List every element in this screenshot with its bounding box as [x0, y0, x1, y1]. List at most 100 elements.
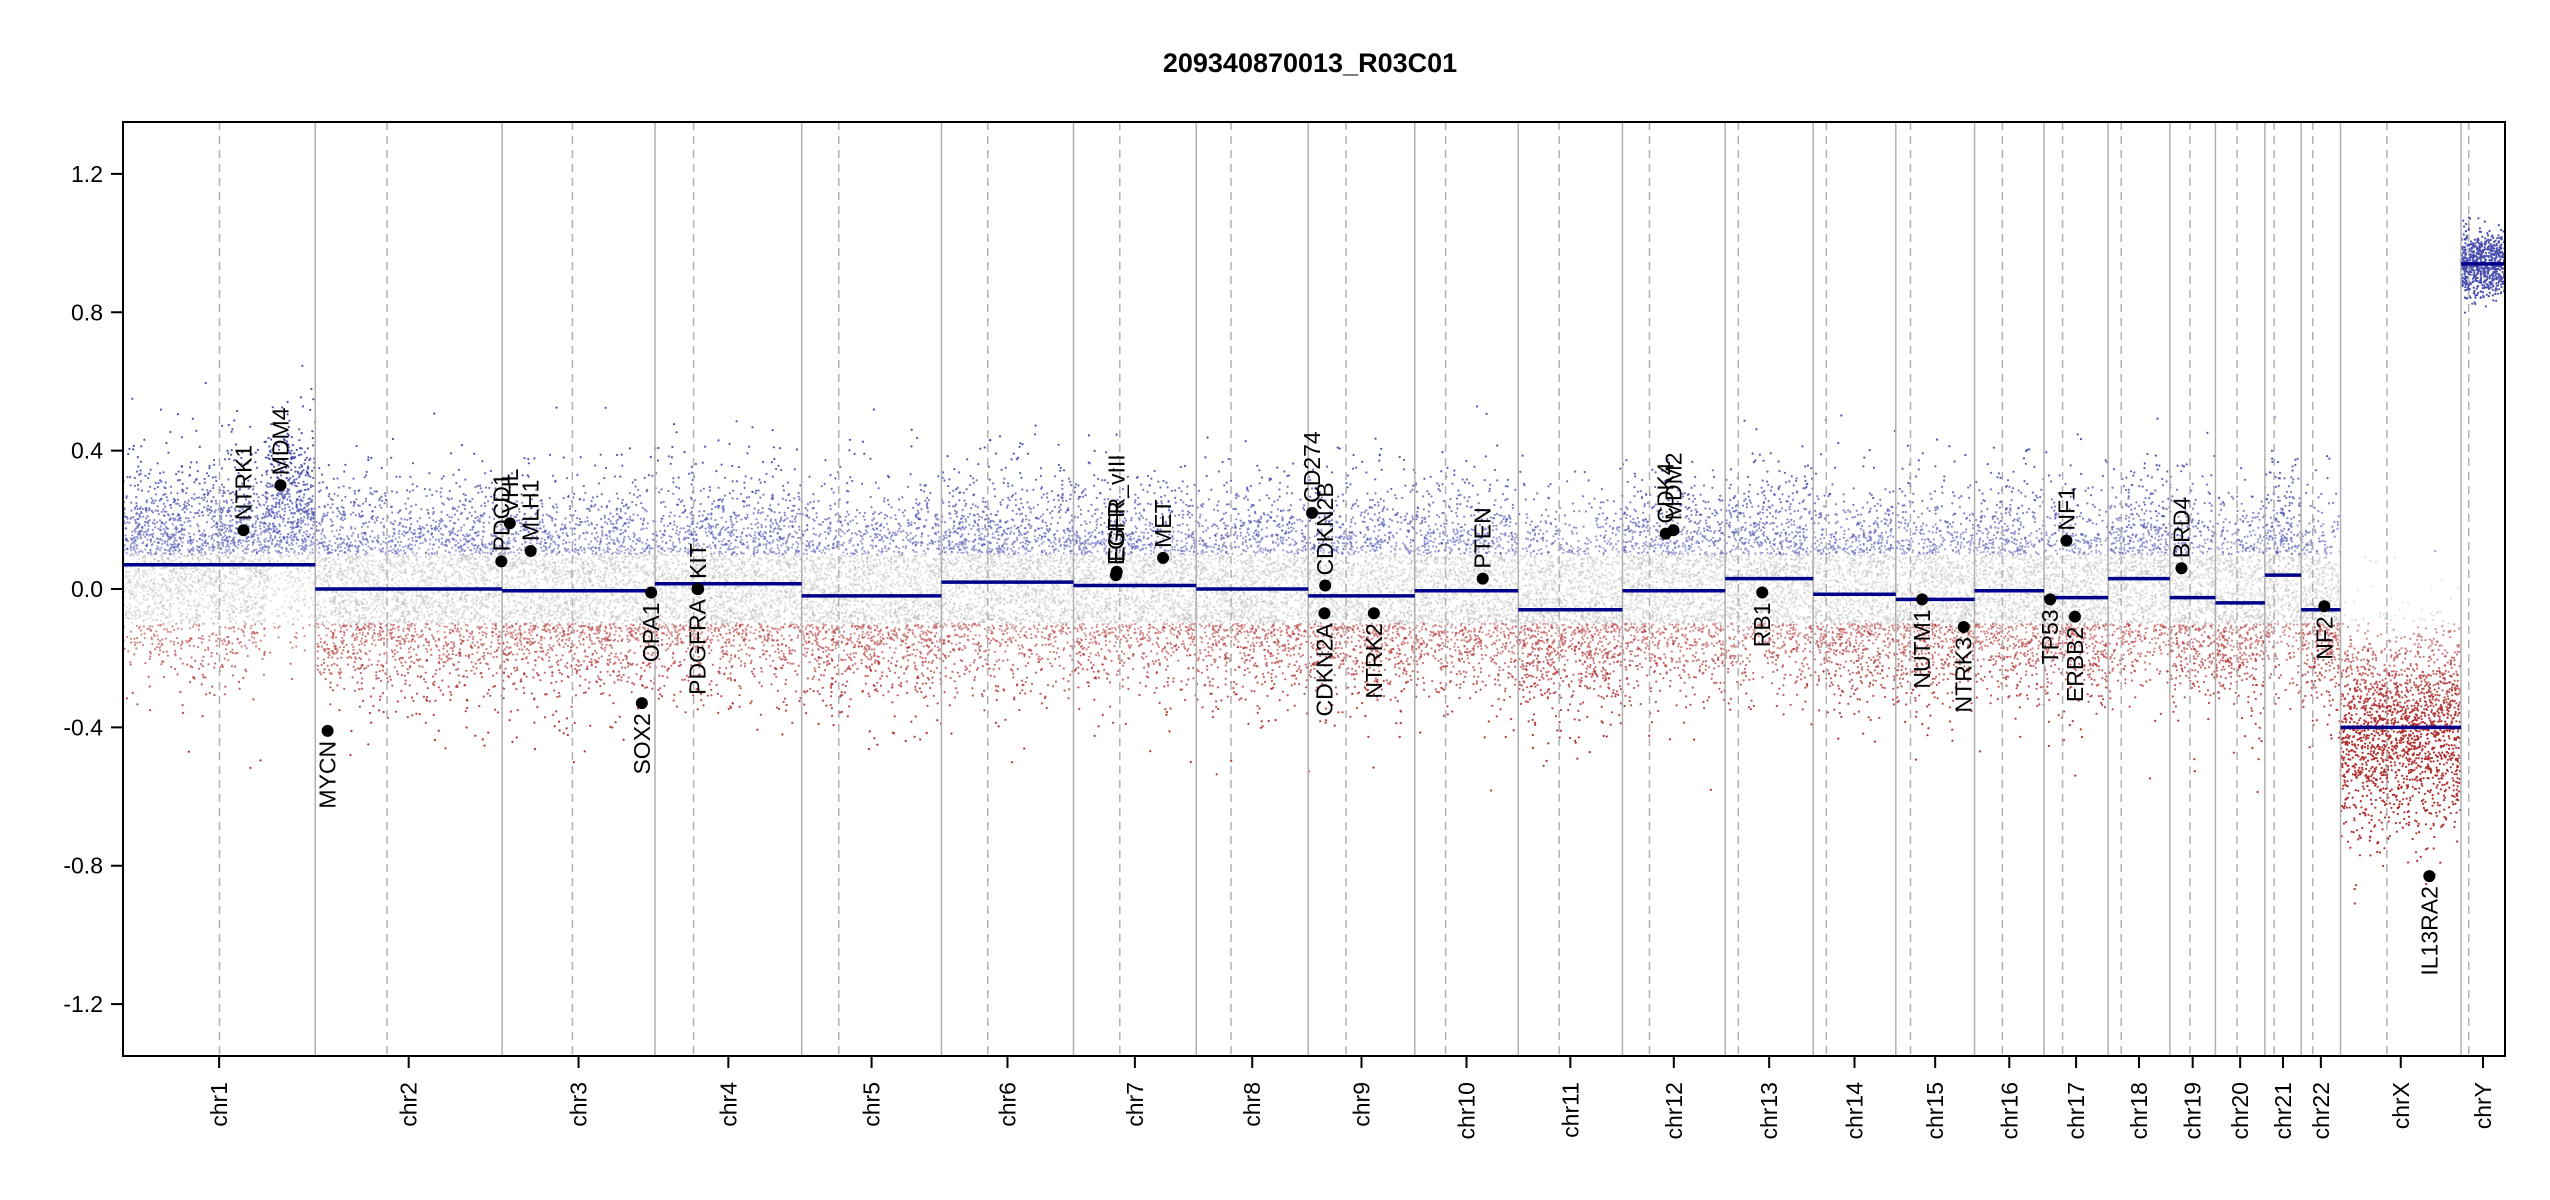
- probe-point: [209, 692, 211, 694]
- probe-point: [135, 647, 137, 649]
- probe-point: [170, 543, 172, 545]
- probe-point: [365, 555, 367, 557]
- probe-point: [178, 590, 180, 592]
- probe-point: [227, 490, 229, 492]
- probe-point: [177, 608, 179, 610]
- probe-point: [188, 751, 190, 753]
- probe-point: [195, 569, 197, 571]
- probe-point: [157, 528, 159, 530]
- probe-point: [397, 574, 399, 576]
- probe-point: [398, 536, 400, 538]
- probe-point: [495, 565, 497, 567]
- probe-point: [255, 530, 257, 532]
- probe-point: [476, 626, 478, 628]
- probe-point: [145, 572, 147, 574]
- probe-point: [190, 590, 192, 592]
- probe-point: [262, 547, 264, 549]
- probe-point: [239, 556, 241, 558]
- probe-point: [357, 626, 359, 628]
- probe-point: [499, 620, 501, 622]
- probe-point: [197, 617, 199, 619]
- probe-point: [276, 609, 278, 611]
- probe-point: [304, 649, 306, 651]
- probe-point: [230, 621, 232, 623]
- probe-point: [128, 448, 130, 450]
- probe-point: [481, 676, 483, 678]
- probe-point: [466, 630, 468, 632]
- probe-point: [392, 535, 394, 537]
- probe-point: [431, 575, 433, 577]
- probe-point: [403, 628, 405, 630]
- probe-point: [414, 572, 416, 574]
- probe-point: [495, 623, 497, 625]
- probe-point: [184, 501, 186, 503]
- probe-point: [426, 611, 428, 613]
- probe-point: [142, 644, 144, 646]
- probe-point: [164, 540, 166, 542]
- probe-point: [222, 542, 224, 544]
- probe-point: [135, 591, 137, 593]
- probe-point: [340, 546, 342, 548]
- probe-point: [429, 543, 431, 545]
- probe-point: [371, 530, 373, 532]
- probe-point: [149, 655, 151, 657]
- probe-point: [306, 470, 308, 472]
- probe-point: [393, 533, 395, 535]
- probe-point: [472, 638, 474, 640]
- cnv-plot: 209340870013_R03C01 NTRK1MDM4MYCNPDCD1VH…: [0, 0, 2550, 1200]
- probe-point: [302, 469, 304, 471]
- probe-point: [206, 594, 208, 596]
- probe-point: [365, 551, 367, 553]
- probe-point: [223, 532, 225, 534]
- probe-point: [338, 709, 340, 711]
- probe-point: [140, 633, 142, 635]
- probe-point: [380, 551, 382, 553]
- probe-point: [347, 537, 349, 539]
- probe-point: [170, 640, 172, 642]
- probe-point: [419, 713, 421, 715]
- probe-point: [160, 613, 162, 615]
- probe-point: [488, 689, 490, 691]
- probe-point: [134, 477, 136, 479]
- probe-point: [461, 444, 463, 446]
- probe-point: [237, 541, 239, 543]
- probe-point: [190, 549, 192, 551]
- probe-point: [147, 613, 149, 615]
- probe-point: [253, 533, 255, 535]
- probe-point: [164, 560, 166, 562]
- probe-point: [169, 582, 171, 584]
- probe-point: [332, 600, 334, 602]
- probe-point: [162, 604, 164, 606]
- probe-point: [172, 550, 174, 552]
- probe-point: [350, 563, 352, 565]
- probe-point: [197, 470, 199, 472]
- probe-point: [186, 569, 188, 571]
- probe-point: [298, 439, 300, 441]
- probe-point: [295, 555, 297, 557]
- probe-point: [290, 534, 292, 536]
- probe-point: [279, 499, 281, 501]
- probe-point: [226, 653, 228, 655]
- probe-point: [288, 574, 290, 576]
- probe-point: [211, 600, 213, 602]
- probe-point: [370, 487, 372, 489]
- probe-point: [317, 657, 319, 659]
- probe-point: [179, 602, 181, 604]
- probe-point: [245, 607, 247, 609]
- probe-point: [336, 530, 338, 532]
- probe-point: [264, 589, 266, 591]
- probe-point: [281, 606, 283, 608]
- probe-point: [278, 615, 280, 617]
- probe-point: [157, 482, 159, 484]
- probe-point: [488, 601, 490, 603]
- probe-point: [228, 641, 230, 643]
- probe-point: [418, 563, 420, 565]
- probe-point: [491, 631, 493, 633]
- probe-point: [130, 549, 132, 551]
- probe-point: [161, 540, 163, 542]
- probe-point: [379, 670, 381, 672]
- probe-point: [376, 490, 378, 492]
- probe-point: [333, 478, 335, 480]
- probe-point: [268, 579, 270, 581]
- probe-point: [369, 570, 371, 572]
